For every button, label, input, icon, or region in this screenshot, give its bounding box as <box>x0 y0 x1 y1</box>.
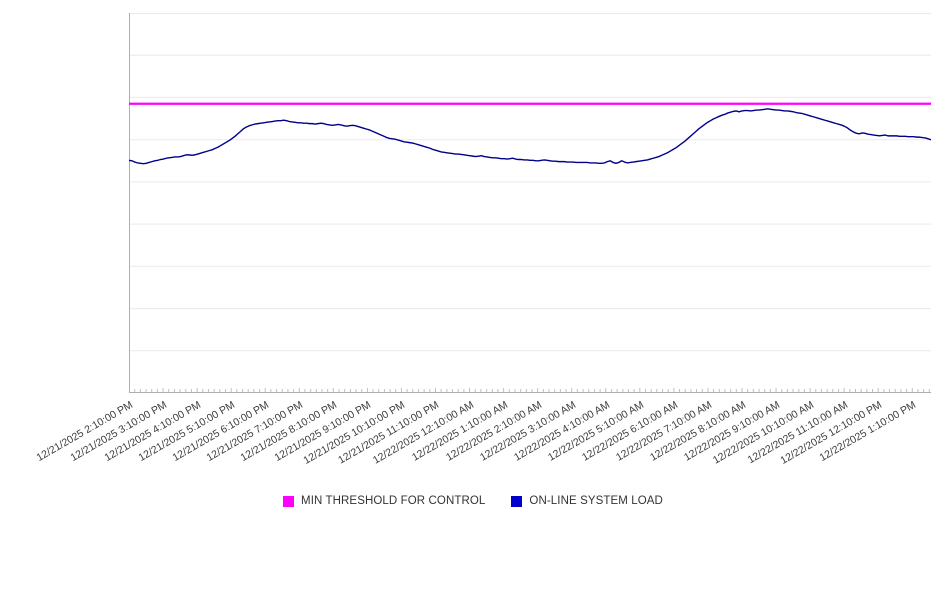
gridlines <box>129 13 931 352</box>
system-load-line-series <box>129 108 931 165</box>
plot-area <box>129 13 931 393</box>
legend-label: MIN THRESHOLD FOR CONTROL <box>301 495 486 507</box>
chart-legend: MIN THRESHOLD FOR CONTROL ON-LINE SYSTEM … <box>0 495 946 507</box>
legend-color-swatch <box>283 495 295 507</box>
chart-container: 12/21/2025 2:10:00 PM 12/21/2025 3:10:00 … <box>0 13 946 507</box>
legend-label: ON-LINE SYSTEM LOAD <box>529 495 663 507</box>
legend-item[interactable]: ON-LINE SYSTEM LOAD <box>511 495 663 507</box>
legend-item[interactable]: MIN THRESHOLD FOR CONTROL <box>283 495 485 507</box>
chart-plot-svg <box>129 13 931 393</box>
legend-color-swatch <box>511 495 523 507</box>
